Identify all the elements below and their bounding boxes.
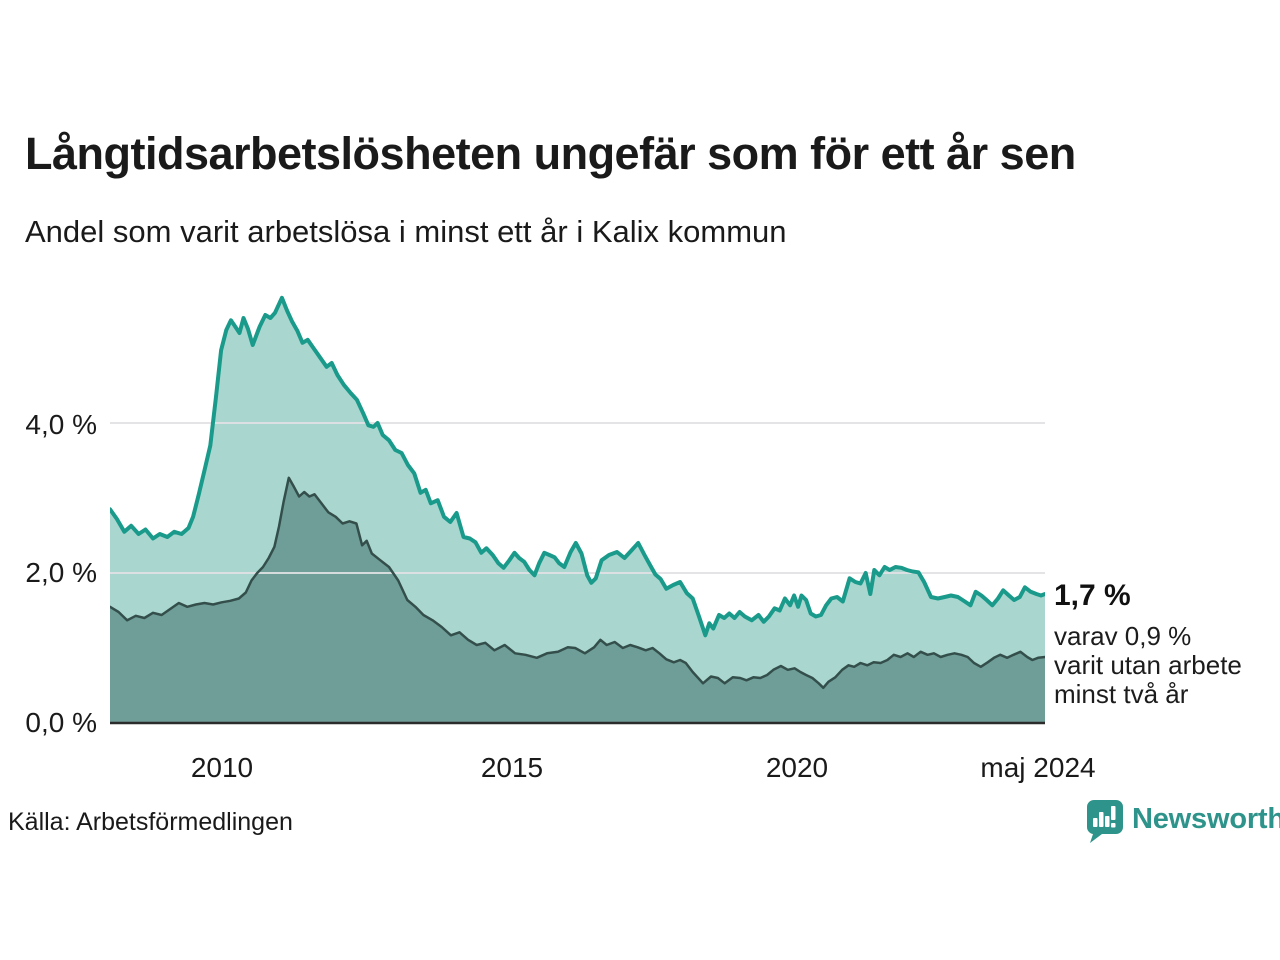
area-chart <box>110 295 1045 725</box>
line-total-one-year <box>110 295 1045 638</box>
x-axis-tick-maj-2024: maj 2024 <box>980 752 1096 783</box>
x-axis-tick-2015: 2015 <box>480 752 544 783</box>
page-title: Långtidsarbetslösheten ungefär som för e… <box>25 128 1076 179</box>
y-axis-tick-2: 2,0 % <box>25 557 97 588</box>
sublabel-line-1: varav 0,9 % <box>1054 621 1192 651</box>
latest-value-label: 1,7 % <box>1054 579 1131 612</box>
line-two-years <box>110 476 1045 690</box>
sublabel-line-3: minst två år <box>1054 679 1189 709</box>
x-axis-tick-2010: 2010 <box>190 752 254 783</box>
sublabel-line-2: varit utan arbete <box>1054 650 1242 680</box>
page-subtitle: Andel som varit arbetslösa i minst ett å… <box>25 214 787 249</box>
brand-logo: Newsworthy <box>1086 799 1280 843</box>
source-note: Källa: Arbetsförmedlingen <box>8 808 293 836</box>
y-axis-tick-0: 0,0 % <box>25 707 97 738</box>
newsworthy-icon <box>1086 800 1123 843</box>
area-two-years <box>110 477 1045 723</box>
x-axis-tick-2020: 2020 <box>765 752 829 783</box>
latest-value-sublabel: varav 0,9 % varit utan arbete minst två … <box>1054 622 1242 709</box>
y-axis-tick-4: 4,0 % <box>25 409 97 440</box>
brand-name: Newsworthy <box>1132 803 1280 835</box>
